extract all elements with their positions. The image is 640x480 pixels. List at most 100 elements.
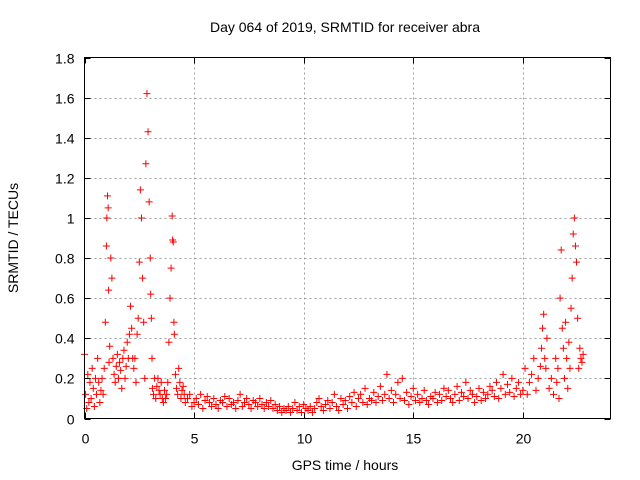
data-point bbox=[142, 160, 150, 168]
data-point bbox=[405, 400, 413, 408]
data-point bbox=[555, 394, 563, 402]
data-point bbox=[541, 354, 549, 362]
y-tick-label: 1.8 bbox=[55, 51, 75, 67]
data-point bbox=[214, 404, 222, 412]
data-point bbox=[132, 378, 140, 386]
data-point bbox=[212, 400, 220, 408]
data-point bbox=[422, 396, 430, 404]
data-point bbox=[118, 384, 126, 392]
data-point bbox=[104, 192, 112, 200]
data-point bbox=[156, 390, 164, 398]
data-point bbox=[328, 398, 336, 406]
data-point bbox=[387, 386, 395, 394]
data-point bbox=[563, 354, 571, 362]
data-point bbox=[131, 354, 139, 362]
data-point bbox=[87, 394, 95, 402]
data-point bbox=[130, 364, 138, 372]
data-point bbox=[186, 390, 194, 398]
data-point bbox=[113, 350, 121, 358]
data-point bbox=[416, 398, 424, 406]
data-point bbox=[245, 400, 253, 408]
data-point bbox=[567, 304, 575, 312]
data-point bbox=[232, 404, 240, 412]
x-tick-label: 5 bbox=[191, 431, 199, 447]
data-point bbox=[169, 238, 177, 246]
data-point bbox=[574, 314, 582, 322]
data-point bbox=[140, 318, 148, 326]
data-point bbox=[146, 254, 154, 262]
data-point bbox=[117, 366, 125, 374]
data-point bbox=[566, 364, 574, 372]
data-point bbox=[354, 394, 362, 402]
data-point bbox=[510, 392, 518, 400]
data-point bbox=[282, 406, 290, 414]
data-point bbox=[576, 344, 584, 352]
data-point bbox=[134, 314, 142, 322]
data-point bbox=[517, 390, 525, 398]
data-point bbox=[208, 402, 216, 410]
data-point bbox=[556, 294, 564, 302]
data-point bbox=[539, 324, 547, 332]
data-point bbox=[499, 370, 507, 378]
data-point bbox=[223, 402, 231, 410]
data-point bbox=[127, 302, 135, 310]
data-point bbox=[190, 398, 198, 406]
data-point bbox=[473, 392, 481, 400]
data-point bbox=[152, 394, 160, 402]
data-point bbox=[493, 378, 501, 386]
data-point bbox=[569, 230, 577, 238]
data-point bbox=[490, 392, 498, 400]
data-point bbox=[221, 392, 229, 400]
data-point bbox=[168, 212, 176, 220]
data-point bbox=[110, 370, 118, 378]
data-point bbox=[464, 394, 472, 402]
chart-title: Day 064 of 2019, SRMTID for receiver abr… bbox=[210, 19, 480, 35]
data-point bbox=[114, 374, 122, 382]
y-tick-label: 0.2 bbox=[55, 371, 75, 387]
data-point bbox=[536, 362, 544, 370]
data-point bbox=[431, 388, 439, 396]
data-point bbox=[269, 404, 277, 412]
data-point bbox=[94, 354, 102, 362]
data-point bbox=[102, 242, 110, 250]
data-point bbox=[433, 398, 441, 406]
data-point bbox=[203, 392, 211, 400]
data-point bbox=[451, 390, 459, 398]
data-point bbox=[359, 398, 367, 406]
data-point bbox=[205, 398, 213, 406]
data-point bbox=[350, 388, 358, 396]
axis-ticks: 0 0.2 0.4 0.6 0.8 1 1.2 1.4 1.6 1.8 0 5 10 15 20 bbox=[55, 51, 611, 447]
data-point bbox=[184, 394, 192, 402]
data-point bbox=[411, 396, 419, 404]
data-point bbox=[135, 258, 143, 266]
data-point bbox=[147, 314, 155, 322]
data-point bbox=[145, 198, 153, 206]
data-point bbox=[374, 392, 382, 400]
data-point bbox=[322, 400, 330, 408]
data-point bbox=[383, 370, 391, 378]
data-point bbox=[106, 342, 114, 350]
y-tick-label: 0 bbox=[67, 412, 75, 428]
data-point bbox=[122, 362, 130, 370]
data-point bbox=[287, 408, 295, 416]
data-point bbox=[530, 354, 538, 362]
data-point bbox=[148, 354, 156, 362]
y-axis-label: SRMTID / TECUs bbox=[5, 183, 21, 293]
data-point bbox=[508, 374, 516, 382]
data-point bbox=[174, 390, 182, 398]
data-point bbox=[273, 406, 281, 414]
data-point bbox=[90, 402, 98, 410]
data-point bbox=[89, 384, 97, 392]
data-point bbox=[418, 394, 426, 402]
data-point bbox=[262, 398, 270, 406]
data-point bbox=[440, 384, 448, 392]
data-point bbox=[444, 386, 452, 394]
data-point bbox=[258, 400, 266, 408]
data-point bbox=[284, 402, 292, 410]
data-point bbox=[243, 394, 251, 402]
data-point bbox=[330, 390, 338, 398]
data-point bbox=[85, 398, 93, 406]
data-point bbox=[501, 390, 509, 398]
data-point bbox=[291, 398, 299, 406]
data-point bbox=[230, 398, 238, 406]
